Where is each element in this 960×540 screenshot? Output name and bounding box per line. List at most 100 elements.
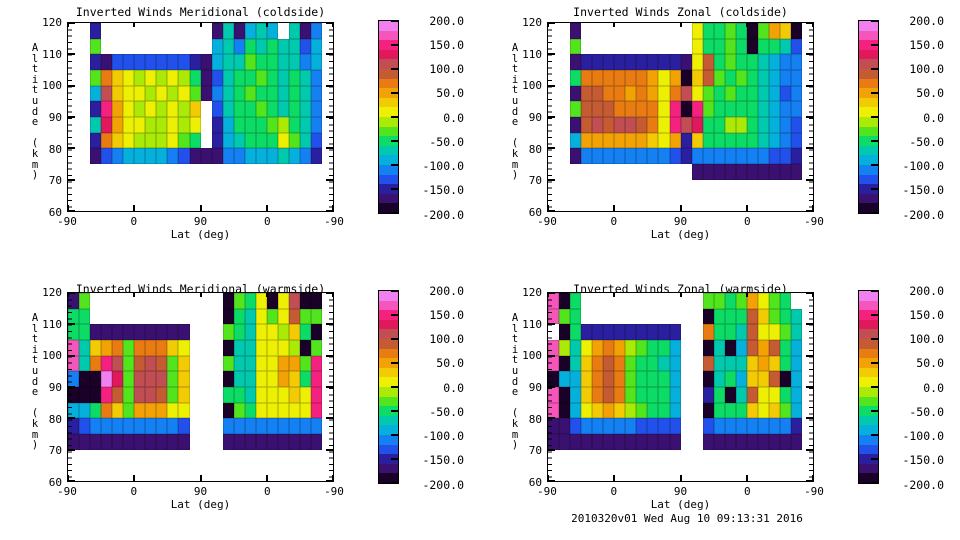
field-cell <box>581 418 593 435</box>
field-cell <box>211 70 223 86</box>
y-tick <box>548 147 555 150</box>
x-axis-label: Lat (deg) <box>650 498 711 511</box>
y-axis-label-char: k <box>511 417 519 430</box>
field-cell <box>570 387 582 403</box>
field-cell <box>724 38 736 55</box>
colorbar-band <box>859 136 878 146</box>
field-cell <box>570 85 582 102</box>
field-cell <box>779 418 792 435</box>
field-cell <box>201 324 212 340</box>
field-cell <box>156 387 168 403</box>
field-cell <box>299 23 312 39</box>
field-row <box>548 70 813 86</box>
field-cell <box>190 164 201 180</box>
field-cell <box>79 465 90 481</box>
field-cell <box>559 195 570 211</box>
field-cell <box>559 371 571 388</box>
field-cell <box>299 402 312 419</box>
field-cell <box>768 340 780 356</box>
field-cell <box>289 195 300 211</box>
field-cell <box>757 434 769 450</box>
field-cell <box>278 164 289 180</box>
field-cell <box>758 465 769 481</box>
field-cell <box>156 117 168 133</box>
field-cell <box>201 39 212 55</box>
contour-field <box>548 23 813 211</box>
field-cell <box>670 39 681 55</box>
colorbar-band <box>859 367 878 378</box>
field-cell <box>779 54 792 71</box>
colorbar-band <box>379 463 398 474</box>
field-cell <box>101 23 112 39</box>
colorbar-label: 50.0 <box>436 86 464 101</box>
field-row <box>68 101 333 118</box>
field-cell <box>189 148 201 165</box>
field-cell <box>636 132 648 149</box>
field-cell <box>178 418 190 435</box>
field-cell <box>101 465 112 481</box>
y-tick <box>68 417 75 420</box>
colorbar-tick <box>871 314 878 316</box>
field-cell <box>134 195 145 211</box>
field-cell <box>757 418 769 435</box>
field-cell <box>680 70 692 86</box>
field-cell <box>570 340 582 356</box>
colorbar-label: -50.0 <box>429 404 464 419</box>
field-cell <box>647 434 659 450</box>
field-cell <box>156 418 168 435</box>
field-cell <box>625 387 637 403</box>
field-cell <box>311 38 323 55</box>
y-tick <box>68 323 75 326</box>
field-cell <box>156 85 168 102</box>
field-cell <box>768 132 780 149</box>
field-cell <box>266 340 278 356</box>
field-cell <box>68 308 80 325</box>
colorbar-label: 150.0 <box>429 307 464 322</box>
field-cell <box>178 195 189 211</box>
field-cell <box>201 164 212 180</box>
field-cell <box>581 101 593 118</box>
field-cell <box>178 39 189 55</box>
field-cell <box>223 164 234 180</box>
field-cell <box>592 180 603 196</box>
colorbar-band <box>379 319 398 330</box>
field-cell <box>735 148 747 165</box>
y-tick-label: 100 <box>522 79 542 93</box>
field-cell <box>724 387 736 403</box>
field-cell <box>658 309 669 325</box>
field-cell <box>548 293 560 309</box>
field-cell <box>702 402 714 419</box>
field-cell <box>559 387 571 403</box>
field-cell <box>625 148 637 165</box>
field-cell <box>233 293 245 309</box>
field-cell <box>167 355 179 372</box>
y-tick-label: 70 <box>528 174 542 188</box>
field-cell <box>570 101 582 118</box>
field-cell <box>178 70 190 86</box>
y-tick <box>326 292 333 294</box>
field-cell <box>112 418 124 435</box>
colorbar <box>858 290 879 484</box>
field-cell <box>277 402 289 419</box>
y-axis-label-char: l <box>511 322 519 335</box>
colorbar-band <box>379 88 398 98</box>
colorbar-tick <box>871 140 878 142</box>
field-cell <box>559 117 570 133</box>
field-cell <box>79 117 90 133</box>
field-cell <box>79 450 90 466</box>
field-cell <box>222 293 234 309</box>
field-cell <box>669 132 681 149</box>
field-cell <box>145 39 156 55</box>
field-cell <box>299 38 312 55</box>
field-cell <box>658 117 670 133</box>
field-cell <box>167 132 179 149</box>
field-cell <box>791 371 803 388</box>
field-cell <box>581 355 593 372</box>
field-row <box>548 434 813 450</box>
y-tick <box>806 417 813 420</box>
field-cell <box>702 132 714 149</box>
field-cell <box>145 293 156 309</box>
y-tick <box>68 292 75 294</box>
field-cell <box>167 293 178 309</box>
field-cell <box>233 70 245 86</box>
